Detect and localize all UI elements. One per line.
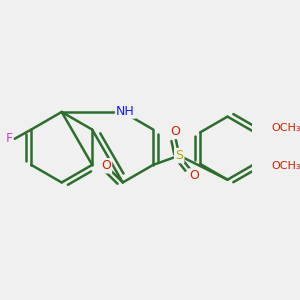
Text: F: F [5, 132, 13, 146]
Text: OCH₃: OCH₃ [272, 123, 300, 133]
Text: OCH₃: OCH₃ [272, 161, 300, 171]
Text: O: O [101, 159, 111, 172]
Text: O: O [189, 169, 199, 182]
Text: O: O [171, 125, 181, 138]
Text: NH: NH [116, 104, 135, 118]
Text: S: S [175, 149, 183, 162]
